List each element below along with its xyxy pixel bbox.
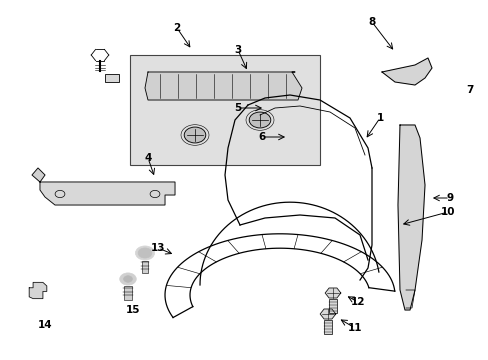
Bar	[142, 261, 148, 273]
Circle shape	[184, 127, 205, 143]
Text: 3: 3	[234, 45, 241, 55]
Polygon shape	[145, 72, 302, 100]
Text: 11: 11	[347, 323, 362, 333]
Polygon shape	[32, 168, 45, 182]
Polygon shape	[320, 309, 335, 319]
Text: 7: 7	[466, 85, 473, 95]
Bar	[123, 286, 132, 300]
Polygon shape	[40, 182, 175, 205]
Text: 12: 12	[350, 297, 365, 307]
Text: 15: 15	[125, 305, 140, 315]
Polygon shape	[325, 288, 340, 298]
Bar	[104, 74, 119, 82]
Text: 1: 1	[376, 113, 383, 123]
Bar	[324, 320, 331, 334]
Bar	[328, 299, 336, 313]
Text: 4: 4	[144, 153, 151, 163]
Polygon shape	[381, 58, 431, 85]
Text: 8: 8	[367, 17, 375, 27]
Text: 10: 10	[440, 207, 454, 217]
Text: 5: 5	[234, 103, 241, 113]
Text: 13: 13	[150, 243, 165, 253]
Text: 2: 2	[173, 23, 180, 33]
Circle shape	[123, 276, 132, 282]
Circle shape	[138, 248, 152, 258]
Text: 9: 9	[446, 193, 453, 203]
Bar	[130, 55, 319, 165]
Polygon shape	[397, 125, 424, 310]
Circle shape	[135, 246, 154, 260]
Text: 6: 6	[258, 132, 265, 142]
Circle shape	[249, 112, 270, 128]
Circle shape	[120, 273, 136, 285]
Polygon shape	[29, 282, 47, 298]
Text: 14: 14	[38, 320, 52, 330]
